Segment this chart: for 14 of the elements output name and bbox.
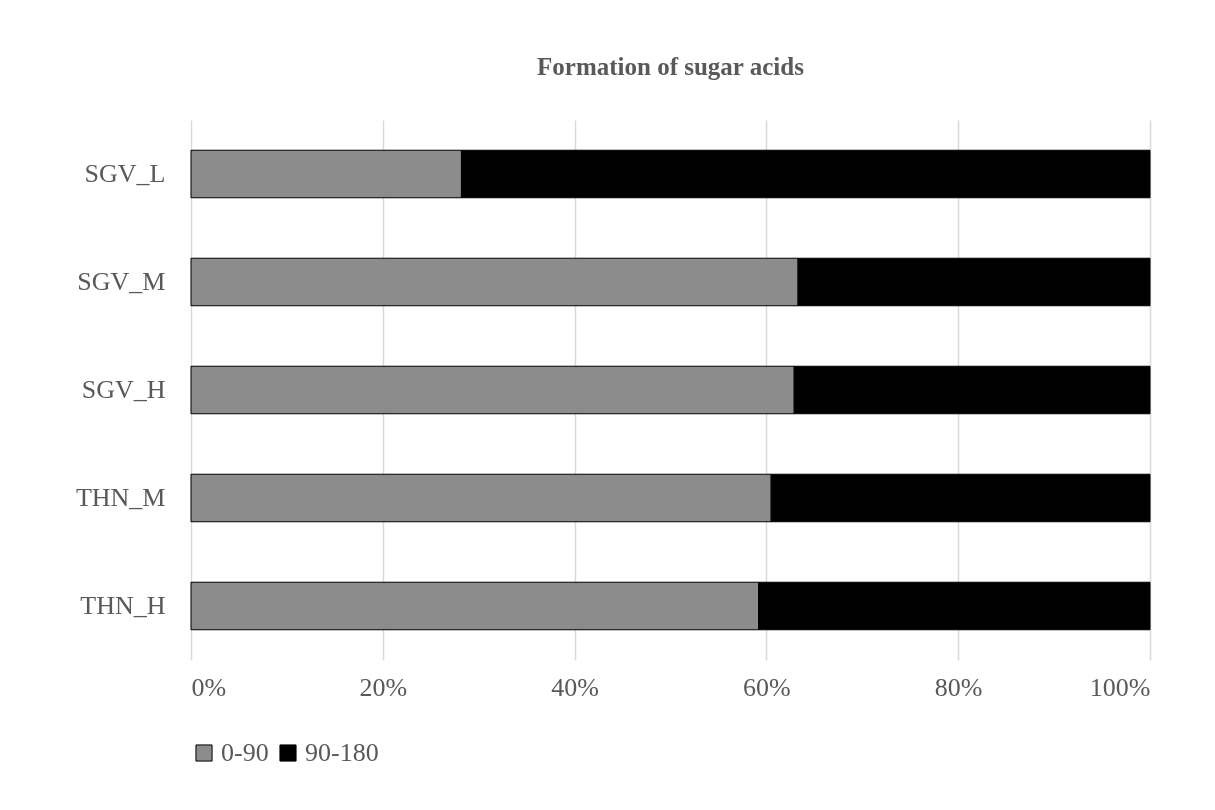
x-tick-label: 0%: [191, 672, 227, 702]
y-tick-label: SGV_M: [77, 267, 166, 296]
x-tick-label: 40%: [551, 672, 599, 702]
x-tick-label: 100%: [1089, 672, 1151, 702]
legend-label: 0-90: [221, 738, 269, 767]
y-tick-label: SGV_H: [81, 375, 166, 404]
chart-title: Formation of sugar acids: [537, 53, 805, 80]
x-tick-label: 80%: [934, 672, 983, 702]
x-tick-label: 20%: [359, 672, 408, 702]
y-tick-label: SGV_L: [84, 159, 166, 188]
y-tick-label: THN_H: [80, 591, 166, 620]
x-tick-label: 60%: [743, 672, 791, 702]
legend-label: 90-180: [305, 738, 379, 767]
y-tick-label: THN_M: [75, 483, 166, 512]
